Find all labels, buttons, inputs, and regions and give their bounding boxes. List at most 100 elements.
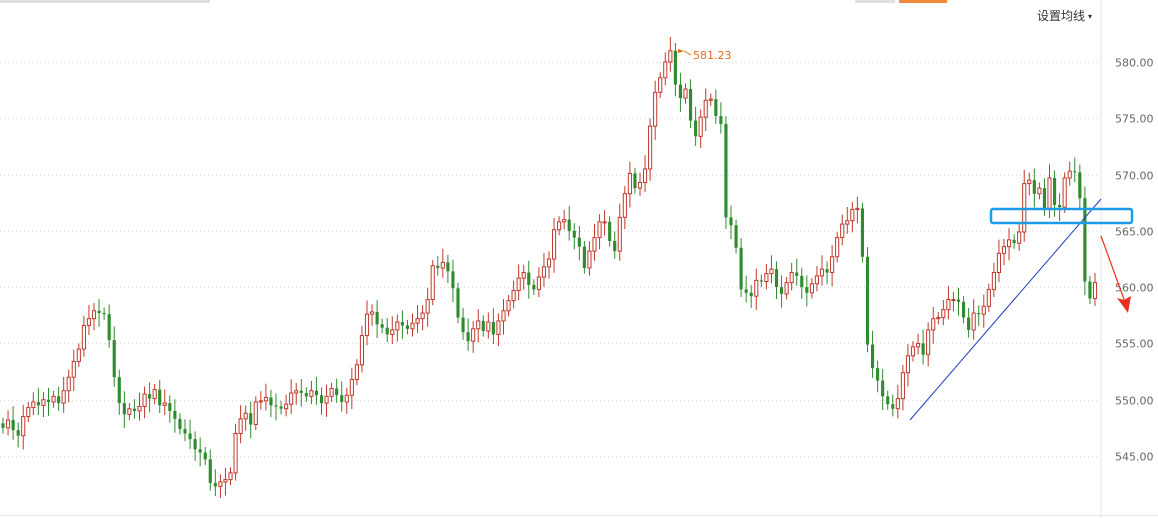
candle-down — [613, 240, 617, 252]
candle-down — [122, 403, 126, 415]
candle-up — [476, 320, 481, 330]
candle-down — [274, 405, 278, 407]
candle-down — [633, 173, 637, 189]
candle-down — [1012, 239, 1016, 244]
candle-up — [850, 208, 855, 222]
candle-down — [739, 247, 743, 290]
candle-down — [1083, 198, 1087, 282]
candle-down — [1032, 180, 1036, 194]
candle-up — [263, 396, 268, 402]
candle-up — [91, 310, 97, 320]
candle-up — [915, 342, 921, 348]
candle-down — [1073, 171, 1077, 173]
ma-settings-button[interactable]: 设置均线 ▾ — [1037, 6, 1092, 26]
y-axis-ticks: 545.00 550.00 555.00 560.00 565.00 570.00 575.… — [1115, 57, 1154, 464]
candle-up — [258, 400, 263, 403]
candle-down — [860, 208, 865, 257]
candle-up — [557, 221, 562, 231]
candle-up — [1047, 177, 1052, 209]
candle-up — [344, 394, 349, 403]
candle-up — [152, 389, 157, 400]
candle-down — [158, 389, 162, 406]
candle-up — [420, 312, 425, 320]
candle-down — [582, 246, 586, 269]
candle-down — [107, 314, 111, 341]
candle-up — [395, 321, 400, 331]
resistance-highlight-box — [989, 207, 1134, 225]
candle-down — [335, 388, 339, 396]
candle-up — [658, 77, 663, 93]
candle-up — [769, 268, 774, 275]
candle-up — [51, 395, 56, 403]
candle-down — [436, 265, 440, 269]
candle-up — [698, 116, 703, 137]
candle-up — [971, 312, 976, 331]
candle-down — [208, 459, 212, 484]
candle-down — [825, 269, 829, 273]
candle-down — [881, 380, 885, 397]
candle-down — [956, 299, 961, 302]
top-tab-active — [899, 0, 947, 3]
candle-up — [592, 237, 597, 252]
candle-down — [148, 394, 152, 399]
candle-up — [142, 393, 147, 407]
candle-up — [602, 221, 607, 224]
candle-down — [694, 120, 698, 137]
candle-up — [653, 91, 658, 127]
candle-up — [364, 313, 370, 337]
candle-up — [754, 279, 759, 297]
candle-down — [400, 322, 404, 326]
candle-up — [137, 405, 142, 412]
candle-up — [627, 172, 632, 195]
candle-up — [218, 481, 223, 487]
candle-up — [223, 479, 228, 483]
candle-down — [16, 430, 20, 436]
candle-down — [188, 433, 192, 440]
candle-up — [910, 346, 916, 357]
candle-up — [931, 318, 936, 331]
candle-up — [162, 402, 167, 406]
candle-up — [81, 324, 86, 350]
candle-up — [243, 412, 248, 420]
candle-down — [961, 301, 966, 318]
candle-up — [390, 329, 395, 335]
candle-down — [1088, 281, 1092, 299]
candle-up — [86, 318, 92, 326]
candle-up — [668, 50, 673, 63]
candle-down — [173, 410, 177, 419]
candle-up — [936, 317, 941, 320]
candle-up — [61, 390, 66, 404]
candle-up — [5, 419, 11, 429]
candle-up — [900, 372, 905, 400]
candle-up — [819, 268, 825, 277]
candle-up — [127, 408, 132, 415]
candle-up — [289, 392, 294, 405]
candle-up — [648, 125, 653, 170]
candle-down — [921, 343, 925, 355]
candle-up — [253, 401, 258, 425]
candle-down — [304, 392, 308, 397]
candle-up — [233, 432, 238, 474]
y-tick-label: 545.00 — [1115, 451, 1154, 464]
y-tick-label: 555.00 — [1115, 338, 1154, 351]
candle-up — [430, 265, 435, 301]
candle-up — [703, 99, 708, 118]
candle-down — [724, 123, 728, 218]
candle-up — [31, 401, 36, 409]
candle-up — [71, 360, 76, 378]
candle-down — [1042, 188, 1047, 209]
candle-down — [112, 340, 116, 378]
candle-down — [132, 408, 137, 411]
candle-up — [284, 403, 289, 410]
candle-up — [708, 98, 713, 101]
candle-up — [597, 221, 602, 239]
candle-up — [1092, 282, 1098, 299]
candle-up — [324, 395, 329, 404]
candle-down — [577, 237, 581, 247]
candle-up — [541, 266, 547, 278]
candle-down — [886, 396, 890, 405]
candle-up — [1006, 239, 1012, 248]
candle-up — [830, 256, 835, 274]
candle-up — [617, 216, 622, 252]
candle-down — [527, 272, 531, 285]
